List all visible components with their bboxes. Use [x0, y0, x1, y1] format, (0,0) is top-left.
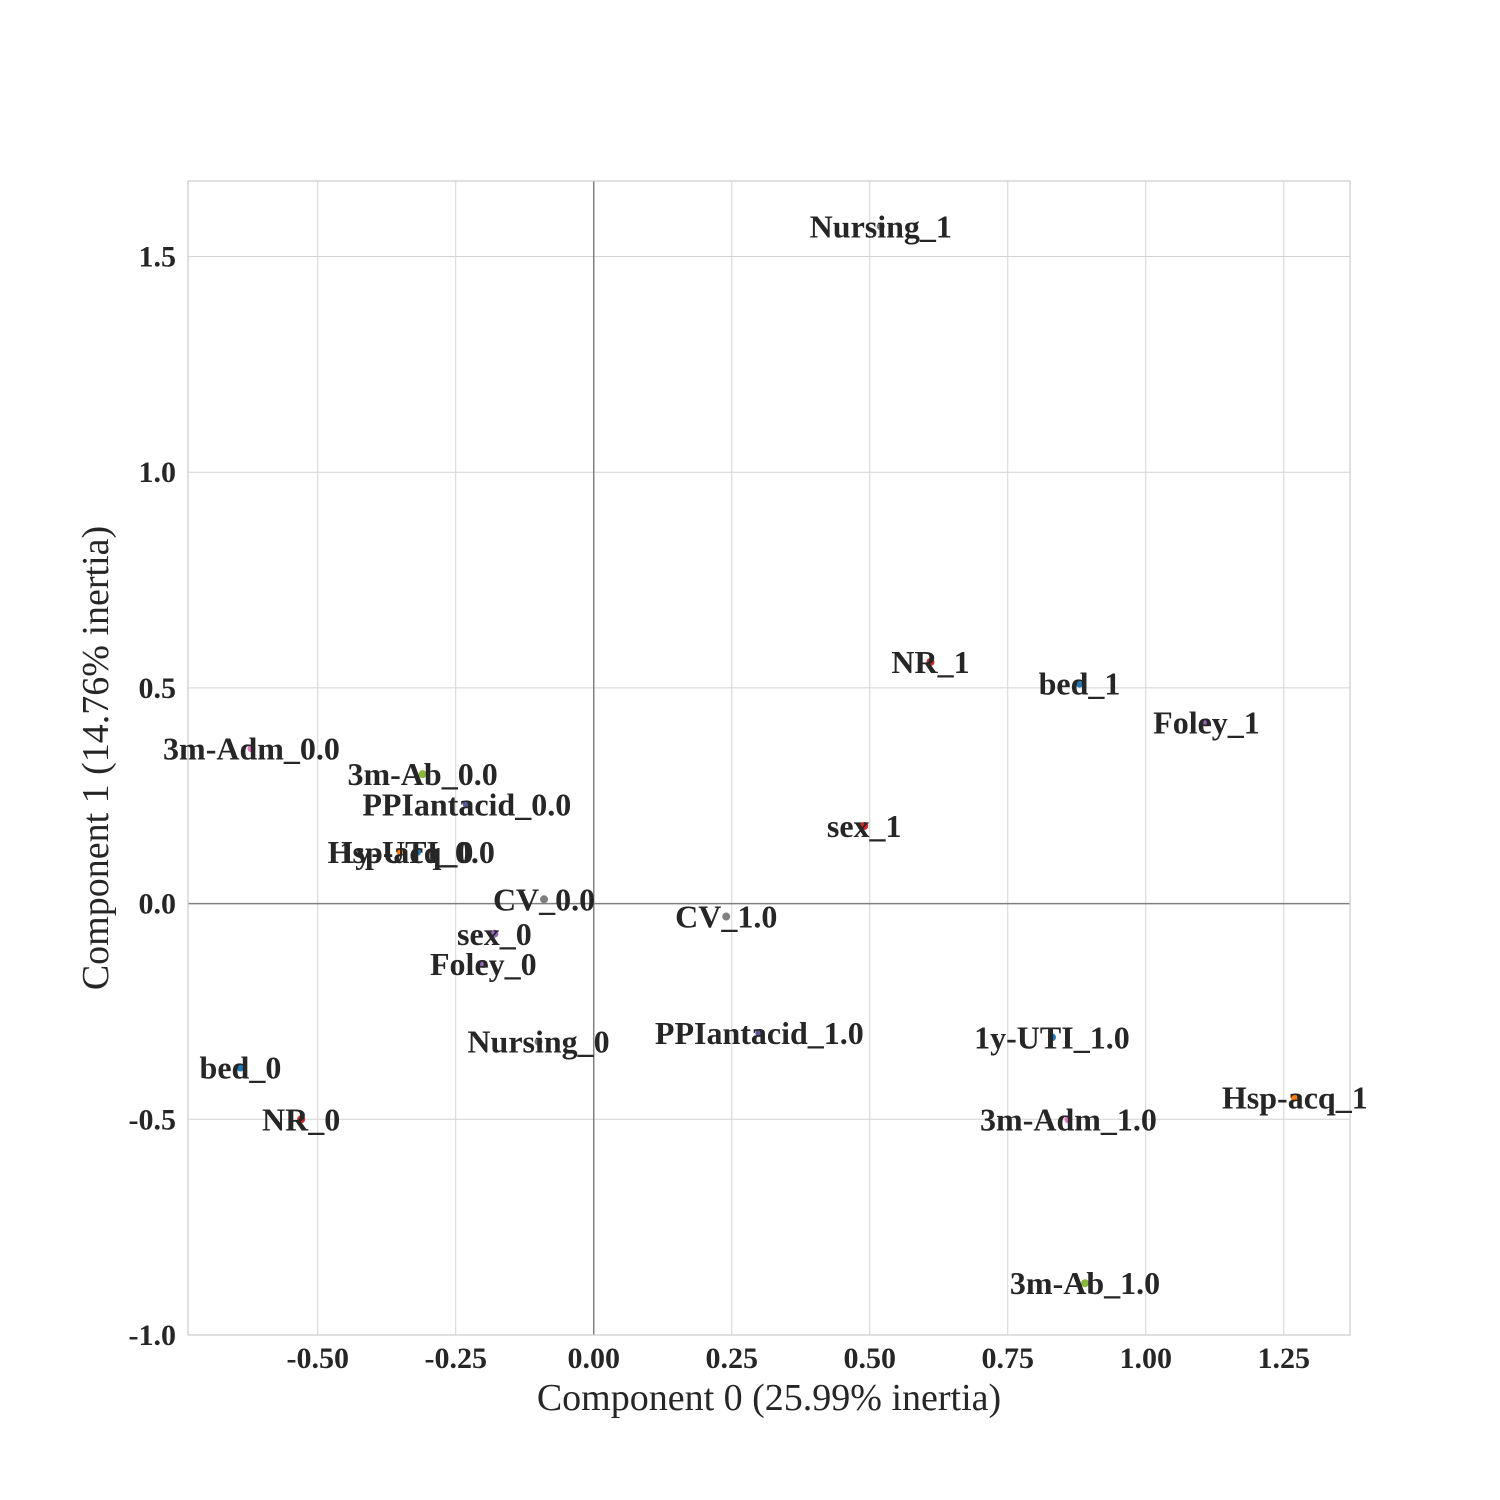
point-label: 3m-Adm_0.0: [163, 730, 340, 766]
x-tick-label: 0.75: [981, 1342, 1034, 1375]
point-labels: Nursing_1 NR_1 bed_1 Foley_1 sex_1 3m-Adm_0.0…: [163, 208, 1368, 1301]
data-point: [755, 1029, 764, 1038]
point-label: NR_1: [891, 644, 969, 680]
point-label: CV_0.0: [493, 881, 595, 917]
point-label: sex_1: [827, 808, 902, 844]
point-label: bed_0: [200, 1050, 282, 1086]
data-point: [1081, 1279, 1090, 1288]
data-point: [1064, 1115, 1073, 1124]
data-point: [247, 744, 256, 753]
point-label: NR_0: [262, 1101, 340, 1137]
data-point: [860, 821, 869, 830]
x-tick-label: 0.25: [705, 1342, 758, 1375]
y-axis-label: Component 1 (14.76% inertia): [75, 526, 117, 990]
point-label: 1y-UTI_0.0: [339, 834, 495, 870]
data-point: [462, 800, 471, 809]
x-axis-label: Component 0 (25.99% inertia): [537, 1377, 1001, 1419]
point-label: Foley_0: [430, 946, 537, 982]
data-points: [236, 222, 1299, 1288]
point-label: Foley_1: [1153, 704, 1260, 740]
y-tick-label: -1.0: [129, 1319, 177, 1352]
zero-lines: [188, 181, 1350, 1335]
x-tick-label: 1.00: [1120, 1342, 1173, 1375]
point-label: Nursing_0: [467, 1024, 609, 1060]
point-label: 3m-Ab_1.0: [1010, 1265, 1160, 1301]
point-label: bed_1: [1039, 666, 1121, 702]
y-tick-labels: -1.0 -0.5 0.0 0.5 1.0 1.5: [129, 240, 177, 1352]
data-point: [418, 770, 427, 779]
point-label: PPIantacid_0.0: [362, 786, 571, 822]
point-label: Hsp-acq_0: [328, 834, 474, 870]
data-point: [1202, 718, 1211, 727]
x-tick-label: -0.50: [286, 1342, 349, 1375]
plot-frame: [187, 180, 1351, 1336]
data-point: [876, 222, 885, 231]
data-point: [534, 1037, 543, 1046]
data-point: [490, 929, 499, 938]
x-tick-label: 0.00: [567, 1342, 620, 1375]
x-tick-labels: -0.50 -0.25 0.00 0.25 0.50 0.75 1.00 1.25: [286, 1342, 1310, 1375]
data-point: [413, 847, 422, 856]
data-point: [236, 1063, 245, 1072]
data-point: [1075, 679, 1084, 688]
data-point: [479, 959, 488, 968]
data-point: [1047, 1033, 1056, 1042]
data-point: [722, 912, 731, 921]
point-label: 1y-UTI_1.0: [974, 1019, 1130, 1055]
point-label: CV_1.0: [675, 899, 777, 935]
y-tick-label: -0.5: [129, 1103, 177, 1136]
x-tick-label: -0.25: [424, 1342, 487, 1375]
y-tick-label: 0.5: [139, 672, 177, 705]
data-point: [540, 895, 549, 904]
data-point: [1290, 1093, 1299, 1102]
x-tick-label: 1.25: [1258, 1342, 1311, 1375]
point-label: PPIantacid_1.0: [655, 1015, 864, 1051]
point-label: Hsp-acq_1: [1222, 1080, 1368, 1116]
x-tick-label: 0.50: [843, 1342, 896, 1375]
data-point: [926, 658, 935, 667]
data-point: [396, 847, 405, 856]
point-label: sex_0: [457, 916, 532, 952]
point-label: 3m-Ab_0.0: [347, 756, 497, 792]
grid-lines: [188, 181, 1350, 1336]
point-label: Nursing_1: [810, 208, 952, 244]
y-tick-label: 0.0: [139, 888, 177, 921]
y-tick-label: 1.5: [139, 240, 177, 273]
data-point: [297, 1115, 306, 1124]
y-tick-label: 1.0: [139, 456, 177, 489]
point-label: 3m-Adm_1.0: [980, 1101, 1157, 1137]
